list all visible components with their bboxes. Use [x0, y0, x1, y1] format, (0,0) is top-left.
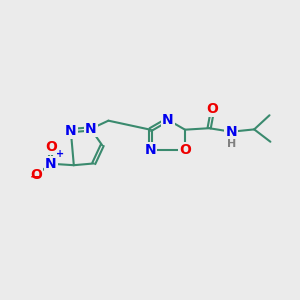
Text: −: −: [30, 170, 40, 183]
Text: N: N: [225, 125, 237, 139]
Text: N: N: [45, 157, 57, 171]
Text: N: N: [145, 143, 156, 157]
Text: O: O: [179, 143, 191, 157]
Text: O: O: [45, 140, 57, 154]
Text: N: N: [85, 122, 97, 136]
Text: O: O: [207, 102, 219, 116]
Text: N: N: [65, 124, 76, 138]
Text: N: N: [162, 113, 173, 127]
Text: H: H: [227, 139, 236, 149]
Text: +: +: [56, 149, 64, 159]
Text: O: O: [30, 168, 42, 182]
